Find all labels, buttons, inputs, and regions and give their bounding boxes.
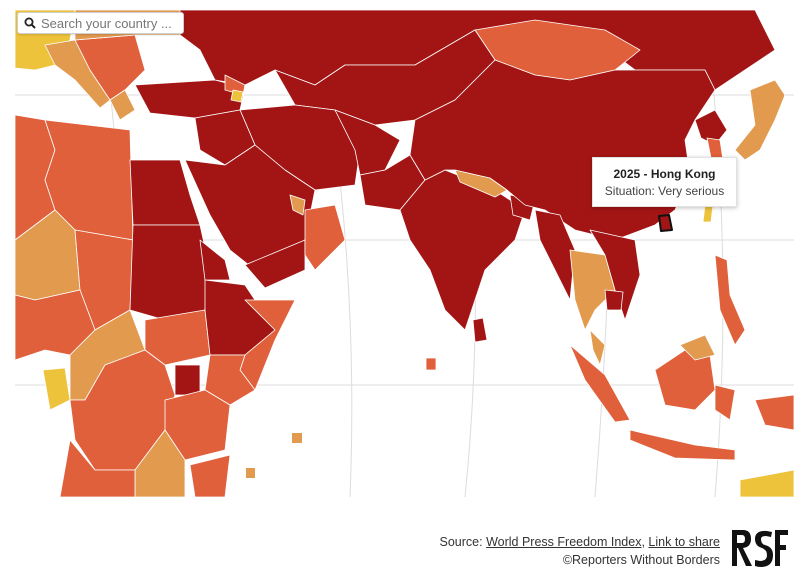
region-sulawesi <box>714 384 736 421</box>
region-armenia <box>230 89 244 103</box>
search-icon <box>24 17 36 29</box>
region-angola <box>59 439 136 497</box>
region-hong-kong <box>658 214 673 232</box>
region-myanmar <box>534 209 576 301</box>
share-link[interactable]: Link to share <box>648 535 720 549</box>
region-laos-vietnam <box>589 229 641 321</box>
region-malaysia <box>589 329 606 366</box>
region-yemen <box>244 239 306 289</box>
region-india <box>399 169 526 331</box>
region-egypt <box>129 159 201 226</box>
region-oman <box>304 204 346 271</box>
tooltip-situation: Situation: Very serious <box>604 184 725 198</box>
source-line: Source: World Press Freedom Index, Link … <box>440 533 720 551</box>
rsf-logo-icon <box>732 530 788 567</box>
region-eritrea <box>199 239 231 281</box>
region-mozambique <box>189 454 231 497</box>
region-taiwan <box>702 204 714 223</box>
map-footer: Source: World Press Freedom Index, Link … <box>440 533 720 569</box>
region-congo <box>69 349 176 471</box>
region-seychelles <box>246 468 255 478</box>
region-sri-lanka <box>472 317 488 343</box>
region-philippines <box>714 254 746 346</box>
press-freedom-map[interactable] <box>15 10 794 497</box>
region-java <box>629 429 736 461</box>
source-separator: , <box>641 535 649 549</box>
region-ghana <box>42 367 71 411</box>
copyright-text: ©Reporters Without Borders <box>562 553 720 567</box>
region-greece <box>109 89 136 121</box>
tooltip-title: 2025 - Hong Kong <box>613 167 716 181</box>
country-search-box[interactable] <box>17 12 184 34</box>
region-sumatra <box>569 344 631 423</box>
region-sudan <box>129 224 211 321</box>
region-caucasus <box>224 74 246 96</box>
region-papua <box>754 394 794 431</box>
region-korea <box>694 109 728 146</box>
region-maldives <box>425 357 437 371</box>
region-diego-garcia <box>292 433 302 443</box>
source-prefix: Source: <box>439 535 487 549</box>
region-borneo-north <box>679 334 716 361</box>
region-south-sudan <box>144 309 211 366</box>
region-uganda <box>174 364 201 396</box>
region-borneo <box>654 349 716 411</box>
source-link[interactable]: World Press Freedom Index <box>486 535 642 549</box>
region-australia <box>739 469 794 497</box>
country-tooltip: 2025 - Hong Kong Situation: Very serious <box>592 157 737 207</box>
search-input[interactable] <box>41 15 181 31</box>
region-japan <box>734 79 786 161</box>
region-cambodia <box>604 289 624 311</box>
region-gulf <box>289 194 306 216</box>
